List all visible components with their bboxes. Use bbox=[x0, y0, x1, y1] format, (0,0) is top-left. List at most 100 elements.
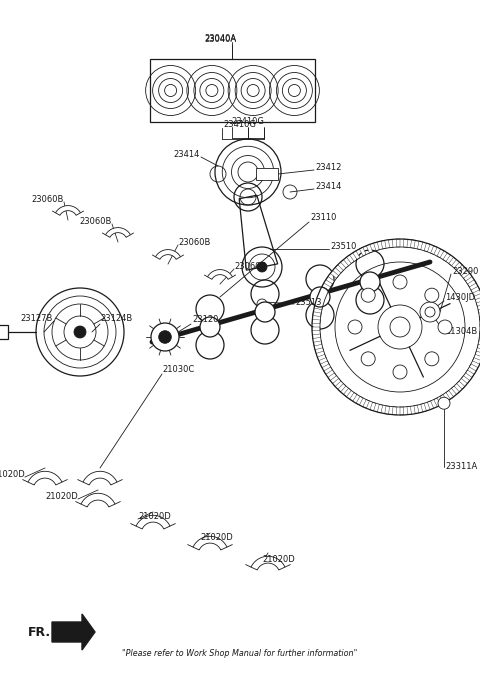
Polygon shape bbox=[106, 228, 131, 237]
Polygon shape bbox=[475, 351, 480, 357]
Polygon shape bbox=[313, 341, 322, 346]
Text: 23060B: 23060B bbox=[234, 262, 266, 271]
Polygon shape bbox=[83, 471, 117, 485]
Circle shape bbox=[257, 262, 267, 272]
Polygon shape bbox=[384, 406, 390, 414]
Polygon shape bbox=[477, 344, 480, 350]
Text: 23040A: 23040A bbox=[204, 35, 236, 44]
Polygon shape bbox=[468, 280, 476, 287]
Polygon shape bbox=[456, 381, 465, 389]
Text: 21020D: 21020D bbox=[0, 470, 25, 479]
Text: 23311A: 23311A bbox=[445, 462, 477, 471]
Polygon shape bbox=[449, 257, 456, 266]
Circle shape bbox=[360, 272, 380, 292]
Circle shape bbox=[420, 302, 440, 322]
Circle shape bbox=[151, 323, 179, 351]
Polygon shape bbox=[392, 406, 396, 415]
Polygon shape bbox=[478, 308, 480, 313]
Polygon shape bbox=[333, 379, 341, 387]
Polygon shape bbox=[207, 269, 232, 280]
Circle shape bbox=[361, 288, 375, 302]
Circle shape bbox=[393, 365, 407, 379]
Polygon shape bbox=[471, 286, 480, 293]
Polygon shape bbox=[388, 239, 393, 248]
Text: 1430JD: 1430JD bbox=[445, 293, 475, 302]
Polygon shape bbox=[313, 312, 321, 316]
Text: 23414: 23414 bbox=[315, 182, 341, 191]
Polygon shape bbox=[56, 205, 81, 216]
Circle shape bbox=[438, 397, 450, 409]
Polygon shape bbox=[193, 536, 227, 550]
Polygon shape bbox=[312, 334, 321, 338]
Text: 23127B: 23127B bbox=[20, 314, 52, 323]
Polygon shape bbox=[330, 271, 339, 278]
Polygon shape bbox=[239, 195, 278, 270]
Text: 23410G: 23410G bbox=[231, 117, 264, 126]
Polygon shape bbox=[417, 241, 423, 250]
Polygon shape bbox=[28, 471, 62, 485]
Polygon shape bbox=[338, 383, 346, 392]
Text: 23410G: 23410G bbox=[224, 120, 256, 129]
Polygon shape bbox=[326, 276, 335, 284]
Text: 23120: 23120 bbox=[192, 315, 218, 324]
Circle shape bbox=[425, 288, 439, 302]
Polygon shape bbox=[347, 255, 354, 263]
Polygon shape bbox=[464, 273, 472, 281]
Polygon shape bbox=[424, 243, 430, 252]
Polygon shape bbox=[319, 290, 327, 297]
Polygon shape bbox=[251, 557, 285, 570]
Polygon shape bbox=[312, 319, 320, 323]
Text: 23290: 23290 bbox=[452, 267, 479, 276]
Polygon shape bbox=[410, 240, 415, 248]
Polygon shape bbox=[335, 265, 343, 273]
Bar bbox=[0, 325, 8, 339]
Polygon shape bbox=[340, 260, 348, 268]
Polygon shape bbox=[52, 614, 95, 650]
Text: 23414: 23414 bbox=[174, 150, 200, 159]
Polygon shape bbox=[366, 244, 372, 253]
Polygon shape bbox=[431, 246, 437, 254]
Polygon shape bbox=[476, 301, 480, 306]
Text: 23040A: 23040A bbox=[204, 34, 236, 43]
Ellipse shape bbox=[251, 316, 279, 344]
Text: 23510: 23510 bbox=[330, 242, 356, 251]
Polygon shape bbox=[370, 402, 376, 411]
Polygon shape bbox=[136, 516, 170, 529]
Polygon shape bbox=[315, 348, 324, 353]
Text: 21020D: 21020D bbox=[138, 512, 171, 521]
Circle shape bbox=[200, 317, 220, 337]
Circle shape bbox=[361, 352, 375, 366]
Ellipse shape bbox=[356, 250, 384, 278]
Polygon shape bbox=[459, 267, 468, 276]
Polygon shape bbox=[461, 376, 470, 383]
Text: FR.: FR. bbox=[28, 625, 51, 638]
Polygon shape bbox=[466, 370, 474, 377]
Text: "Please refer to Work Shop Manual for further information": "Please refer to Work Shop Manual for fu… bbox=[122, 649, 358, 659]
Polygon shape bbox=[320, 361, 329, 368]
Circle shape bbox=[425, 307, 435, 317]
Polygon shape bbox=[400, 407, 404, 415]
Text: 11304B: 11304B bbox=[445, 327, 477, 336]
Polygon shape bbox=[353, 251, 360, 260]
Text: 23412: 23412 bbox=[315, 163, 341, 172]
Circle shape bbox=[348, 320, 362, 334]
Polygon shape bbox=[472, 357, 480, 364]
Polygon shape bbox=[328, 373, 336, 381]
Polygon shape bbox=[324, 367, 333, 374]
Ellipse shape bbox=[251, 280, 279, 308]
Polygon shape bbox=[312, 327, 320, 331]
Text: 23060B: 23060B bbox=[80, 217, 112, 226]
Text: 23110: 23110 bbox=[310, 213, 336, 222]
Polygon shape bbox=[396, 239, 400, 247]
Polygon shape bbox=[434, 398, 441, 406]
Polygon shape bbox=[317, 355, 326, 361]
Circle shape bbox=[310, 287, 330, 307]
Polygon shape bbox=[349, 393, 357, 401]
Polygon shape bbox=[316, 297, 325, 303]
Text: 21020D: 21020D bbox=[262, 555, 295, 564]
Text: 23060B: 23060B bbox=[178, 238, 210, 247]
Polygon shape bbox=[414, 405, 419, 414]
Bar bbox=[256, 168, 278, 180]
Text: 23060B: 23060B bbox=[32, 195, 64, 204]
Polygon shape bbox=[363, 400, 370, 409]
